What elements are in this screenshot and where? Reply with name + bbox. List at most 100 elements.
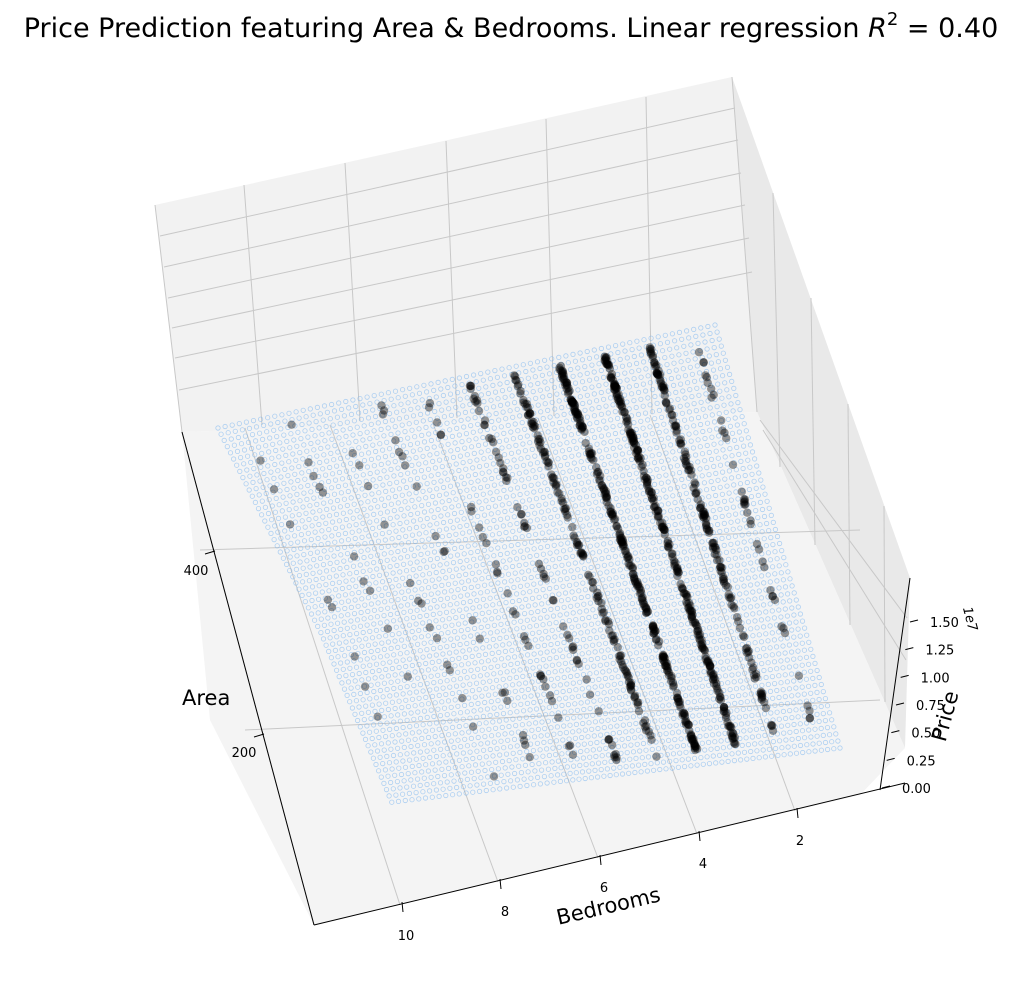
surface-mesh-point — [478, 741, 484, 747]
data-point — [694, 348, 704, 357]
surface-mesh-point — [449, 758, 456, 764]
surface-mesh-point — [444, 643, 450, 650]
surface-mesh-point — [470, 755, 476, 762]
surface-mesh-point — [377, 754, 383, 760]
surface-mesh-point — [476, 686, 482, 693]
surface-mesh-point — [392, 590, 398, 596]
surface-mesh-point — [518, 618, 524, 624]
surface-mesh-point — [384, 404, 390, 410]
surface-mesh-point — [297, 449, 303, 456]
surface-mesh-point — [296, 511, 302, 518]
surface-mesh-point — [416, 496, 422, 502]
surface-mesh-point — [497, 670, 503, 676]
surface-mesh-point — [409, 696, 416, 702]
surface-mesh-point — [428, 774, 434, 780]
surface-mesh-point — [444, 745, 450, 752]
surface-mesh-point — [432, 733, 438, 740]
surface-mesh-point — [266, 449, 272, 455]
surface-mesh-point — [455, 771, 461, 777]
surface-mesh-point — [435, 740, 441, 746]
chart-title: Price Prediction featuring Area & Bedroo… — [24, 9, 999, 44]
surface-mesh-point — [440, 651, 446, 657]
surface-mesh-point — [424, 480, 430, 487]
surface-mesh-point — [290, 574, 296, 580]
surface-mesh-point — [523, 631, 529, 637]
surface-mesh-point — [526, 672, 532, 679]
surface-mesh-point — [491, 587, 497, 594]
surface-mesh-point — [502, 731, 508, 737]
surface-mesh-point — [405, 770, 411, 777]
data-point — [687, 470, 696, 479]
surface-mesh-point — [378, 741, 385, 747]
surface-mesh-point — [281, 541, 287, 548]
surface-mesh-point — [554, 772, 561, 778]
surface-mesh-point — [452, 580, 458, 586]
surface-mesh-point — [501, 778, 507, 785]
surface-mesh-point — [422, 795, 429, 801]
surface-mesh-point — [411, 649, 417, 655]
surface-mesh-point — [405, 540, 412, 546]
surface-mesh-point — [253, 485, 259, 492]
surface-mesh-point — [295, 525, 301, 531]
surface-mesh-point — [381, 502, 388, 509]
surface-mesh-point — [371, 463, 377, 469]
surface-mesh-point — [286, 459, 292, 465]
surface-mesh-point — [362, 736, 369, 743]
surface-mesh-point — [477, 638, 483, 645]
surface-mesh-point — [480, 526, 486, 533]
surface-mesh-point — [412, 669, 418, 675]
surface-mesh-point — [518, 653, 524, 659]
surface-mesh-point — [525, 686, 531, 693]
surface-mesh-point — [366, 533, 372, 539]
surface-mesh-point — [395, 500, 401, 506]
surface-mesh-point — [277, 488, 283, 494]
surface-mesh-point — [422, 626, 429, 633]
surface-mesh-point — [359, 677, 365, 683]
surface-mesh-point — [328, 401, 335, 408]
surface-mesh-point — [441, 554, 447, 560]
surface-mesh-point — [364, 464, 370, 470]
surface-mesh-point — [451, 778, 457, 784]
surface-mesh-point — [474, 597, 480, 604]
surface-mesh-point — [450, 608, 456, 614]
surface-mesh-point — [417, 517, 423, 523]
surface-mesh-point — [556, 744, 562, 750]
surface-mesh-point — [238, 441, 245, 447]
surface-mesh-point — [468, 549, 474, 556]
surface-mesh-point — [398, 637, 405, 643]
surface-mesh-point — [516, 632, 523, 638]
surface-mesh-point — [449, 622, 455, 628]
surface-mesh-point — [506, 689, 512, 695]
surface-mesh-point — [361, 423, 367, 429]
surface-mesh-point — [370, 407, 376, 413]
surface-mesh-point — [465, 578, 472, 584]
surface-mesh-point — [493, 677, 500, 683]
surface-mesh-point — [431, 747, 437, 753]
surface-mesh-point — [303, 414, 309, 420]
surface-mesh-point — [543, 746, 550, 752]
surface-mesh-point — [389, 487, 396, 493]
surface-mesh-point — [379, 707, 385, 714]
surface-mesh-point — [433, 652, 439, 658]
surface-mesh-point — [429, 794, 435, 800]
surface-mesh-point — [547, 738, 553, 745]
surface-mesh-point — [423, 762, 429, 768]
surface-mesh-point — [354, 617, 361, 623]
surface-mesh-point — [341, 558, 347, 564]
surface-mesh-point — [379, 447, 386, 453]
surface-mesh-point — [502, 614, 508, 620]
surface-mesh-point — [424, 515, 430, 522]
surface-mesh-point — [427, 452, 433, 458]
surface-mesh-point — [433, 429, 439, 436]
surface-mesh-point — [290, 499, 296, 505]
surface-mesh-point — [485, 574, 492, 581]
surface-mesh-point — [387, 625, 393, 631]
surface-mesh-point — [369, 668, 376, 675]
surface-mesh-point — [367, 435, 373, 442]
surface-mesh-point — [311, 556, 317, 563]
surface-mesh-point — [467, 715, 473, 721]
surface-mesh-point — [349, 705, 355, 711]
surface-mesh-point — [324, 458, 330, 464]
surface-mesh-point — [387, 659, 393, 665]
surface-mesh-point — [458, 662, 465, 668]
